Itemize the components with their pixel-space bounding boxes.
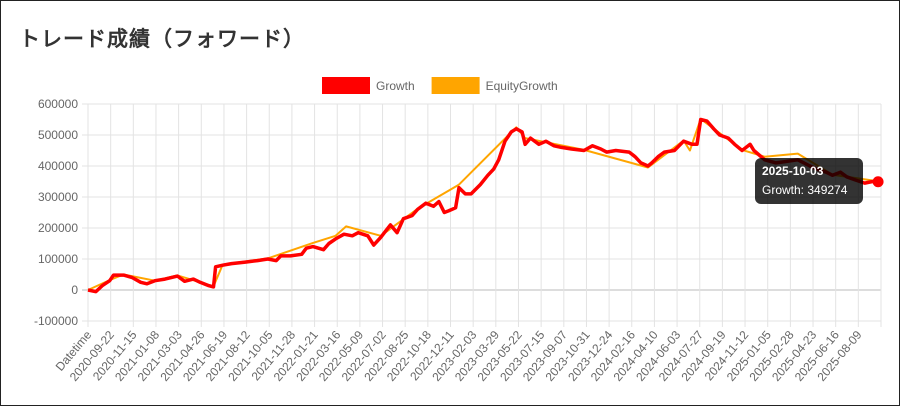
y-tick-label: 100000: [38, 252, 78, 266]
tooltip: 2025-10-03 Growth: 349274: [755, 158, 884, 204]
legend[interactable]: Growth EquityGrowth: [322, 77, 558, 94]
series-line-equitygrowth: [87, 117, 879, 291]
y-tick-label: 600000: [38, 97, 78, 111]
y-axis: -100000 0 100000 200000 300000 400000 500000 60…: [34, 97, 78, 328]
series-layer: [87, 117, 879, 294]
tooltip-box: [755, 158, 863, 204]
legend-swatch-equitygrowth[interactable]: [431, 77, 480, 94]
legend-swatch-growth[interactable]: [322, 77, 370, 94]
legend-label-equitygrowth[interactable]: EquityGrowth: [486, 79, 558, 93]
legend-label-growth[interactable]: Growth: [376, 79, 415, 93]
page-title: トレード成績（フォワード）: [19, 27, 305, 51]
y-tick-label: 200000: [38, 221, 78, 235]
y-tick-label: 500000: [38, 128, 78, 142]
y-tick-label: 0: [71, 283, 78, 297]
tooltip-date: 2025-10-03: [762, 164, 824, 178]
tooltip-value: Growth: 349274: [762, 183, 848, 197]
series-line-growth: [87, 117, 879, 294]
grid-lines: [82, 103, 882, 327]
x-axis: Datetime2020-09-222020-11-152021-01-0820…: [53, 328, 865, 384]
y-tick-label: -100000: [34, 314, 78, 328]
y-tick-label: 400000: [38, 159, 78, 173]
y-tick-label: 300000: [38, 190, 78, 204]
hover-point: [872, 176, 884, 188]
